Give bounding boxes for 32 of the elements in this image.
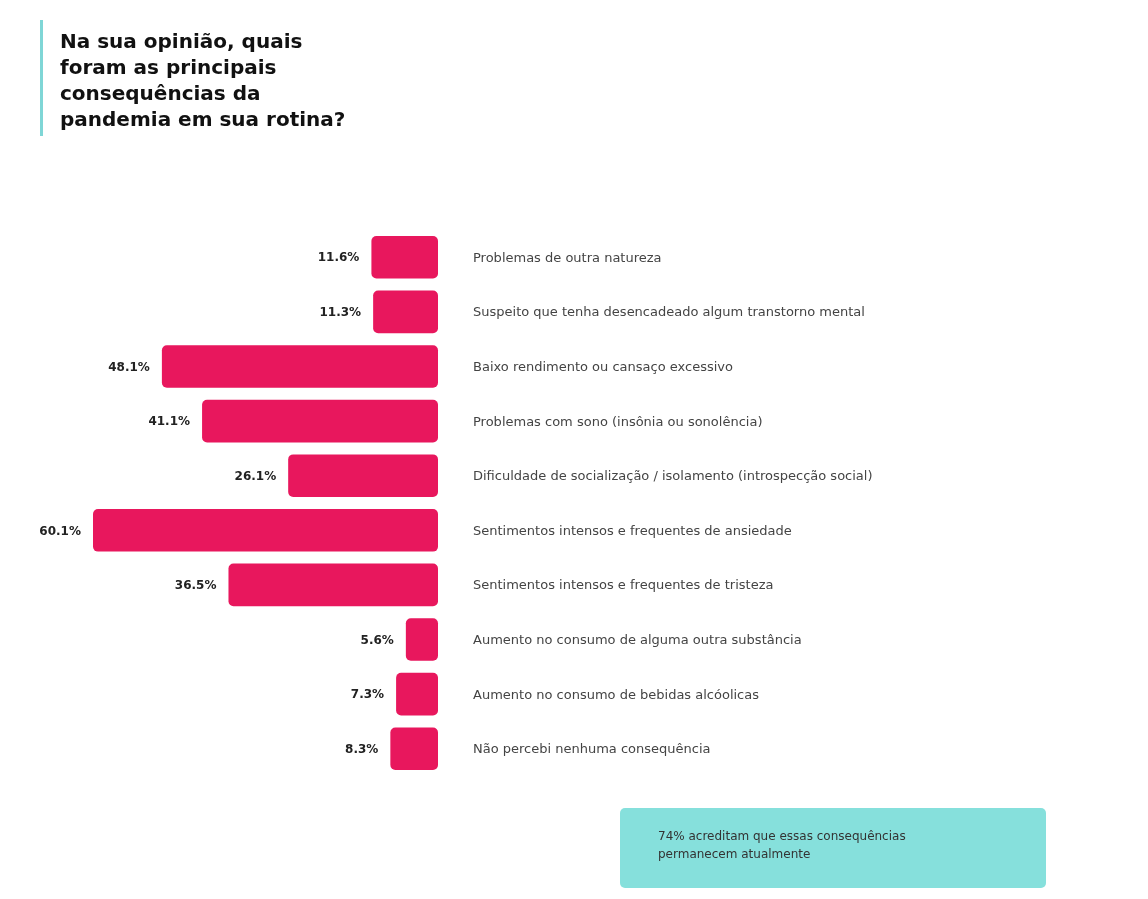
chart-title: Na sua opinião, quais foram as principais consequências da pandemia em sua rotina? (60, 29, 346, 131)
bar (288, 454, 438, 497)
bar (93, 509, 438, 552)
y-tick-label: Dificuldade de socialização / isolamento (introspecção social) (473, 468, 873, 484)
y-tick-label: Sentimentos intensos e frequentes de ansiedade (473, 522, 792, 538)
bar (161, 345, 438, 388)
data-label: 8.3% (345, 741, 379, 756)
data-label: 7.3% (350, 687, 385, 702)
y-tick-label: Problemas com sono (insônia ou sonolência) (473, 413, 763, 429)
data-label: 11.6% (317, 250, 360, 265)
data-label: 5.6% (360, 632, 394, 647)
y-tick-label: Baixo rendimento ou cansaço excessivo (473, 359, 733, 375)
bar (371, 236, 438, 279)
y-tick-label: Aumento no consumo de bebidas alcóolicas (473, 686, 760, 702)
y-tick-label: Aumento no consumo de alguma outra substância (473, 632, 802, 648)
bar (390, 727, 438, 770)
text: 74% acreditam que essas consequências permanecem atualmente (658, 829, 906, 862)
y-tick-label: Suspeito que tenha desencadeado algum transtorno mental (473, 304, 865, 320)
data-label: 60.1% (39, 523, 81, 538)
data-label: 11.3% (319, 305, 362, 320)
bar (396, 672, 438, 716)
data-label: 41.1% (148, 414, 191, 429)
data-label: 26.1% (234, 468, 277, 483)
y-tick-label: Não percebi nenhuma consequência (473, 741, 711, 757)
y-tick-label: Problemas de outra natureza (473, 249, 662, 265)
bar (228, 563, 438, 607)
data-label: 48.1% (108, 359, 150, 374)
bar (405, 618, 438, 661)
data-label: 36.5% (174, 578, 217, 593)
bar (373, 290, 438, 334)
y-tick-label: Sentimentos intensos e frequentes de tristeza (473, 577, 774, 593)
bar (202, 399, 438, 443)
